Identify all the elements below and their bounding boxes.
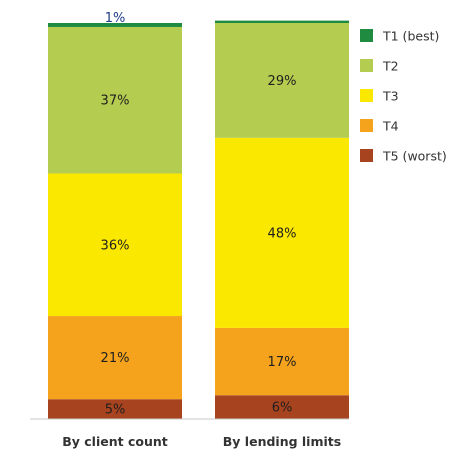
data-label: 5% xyxy=(105,403,126,418)
data-label: 29% xyxy=(268,74,297,89)
bar-segment xyxy=(215,327,349,396)
bar-segment xyxy=(48,399,182,419)
legend-swatch xyxy=(360,149,373,162)
bar-segment xyxy=(48,316,182,400)
bar-segment xyxy=(215,137,349,328)
data-label: 36% xyxy=(101,238,130,253)
data-label: 6% xyxy=(272,401,293,416)
legend-label: T1 (best) xyxy=(382,29,439,44)
data-label: 21% xyxy=(101,351,130,366)
legend-label: T3 xyxy=(382,89,399,104)
legend-label: T4 xyxy=(382,119,399,134)
legend-swatch xyxy=(360,29,373,42)
legend-label: T2 xyxy=(382,59,399,74)
category-label: By lending limits xyxy=(223,434,341,449)
bar-segment xyxy=(48,173,182,317)
data-label: 17% xyxy=(268,355,297,370)
legend-swatch xyxy=(360,119,373,132)
bar-segment xyxy=(215,395,349,419)
category-labels: By client count By lending limits xyxy=(62,434,341,449)
data-label: 48% xyxy=(268,226,297,241)
bar-segment xyxy=(48,26,182,174)
legend-swatch xyxy=(360,89,373,102)
legend: T1 (best) T2 T3 T4 T5 (worst) xyxy=(360,29,447,164)
category-label: By client count xyxy=(62,434,168,449)
data-label: 37% xyxy=(101,94,130,109)
bar-segment xyxy=(215,20,349,23)
bar-segment xyxy=(215,23,349,138)
legend-swatch xyxy=(360,59,373,72)
legend-label: T5 (worst) xyxy=(382,149,447,164)
bar-segment xyxy=(48,23,182,27)
data-label: 1% xyxy=(105,11,126,26)
bars-group: 5% 21% 36% 37% 1% 6% 17% 48% 29% xyxy=(48,11,349,419)
